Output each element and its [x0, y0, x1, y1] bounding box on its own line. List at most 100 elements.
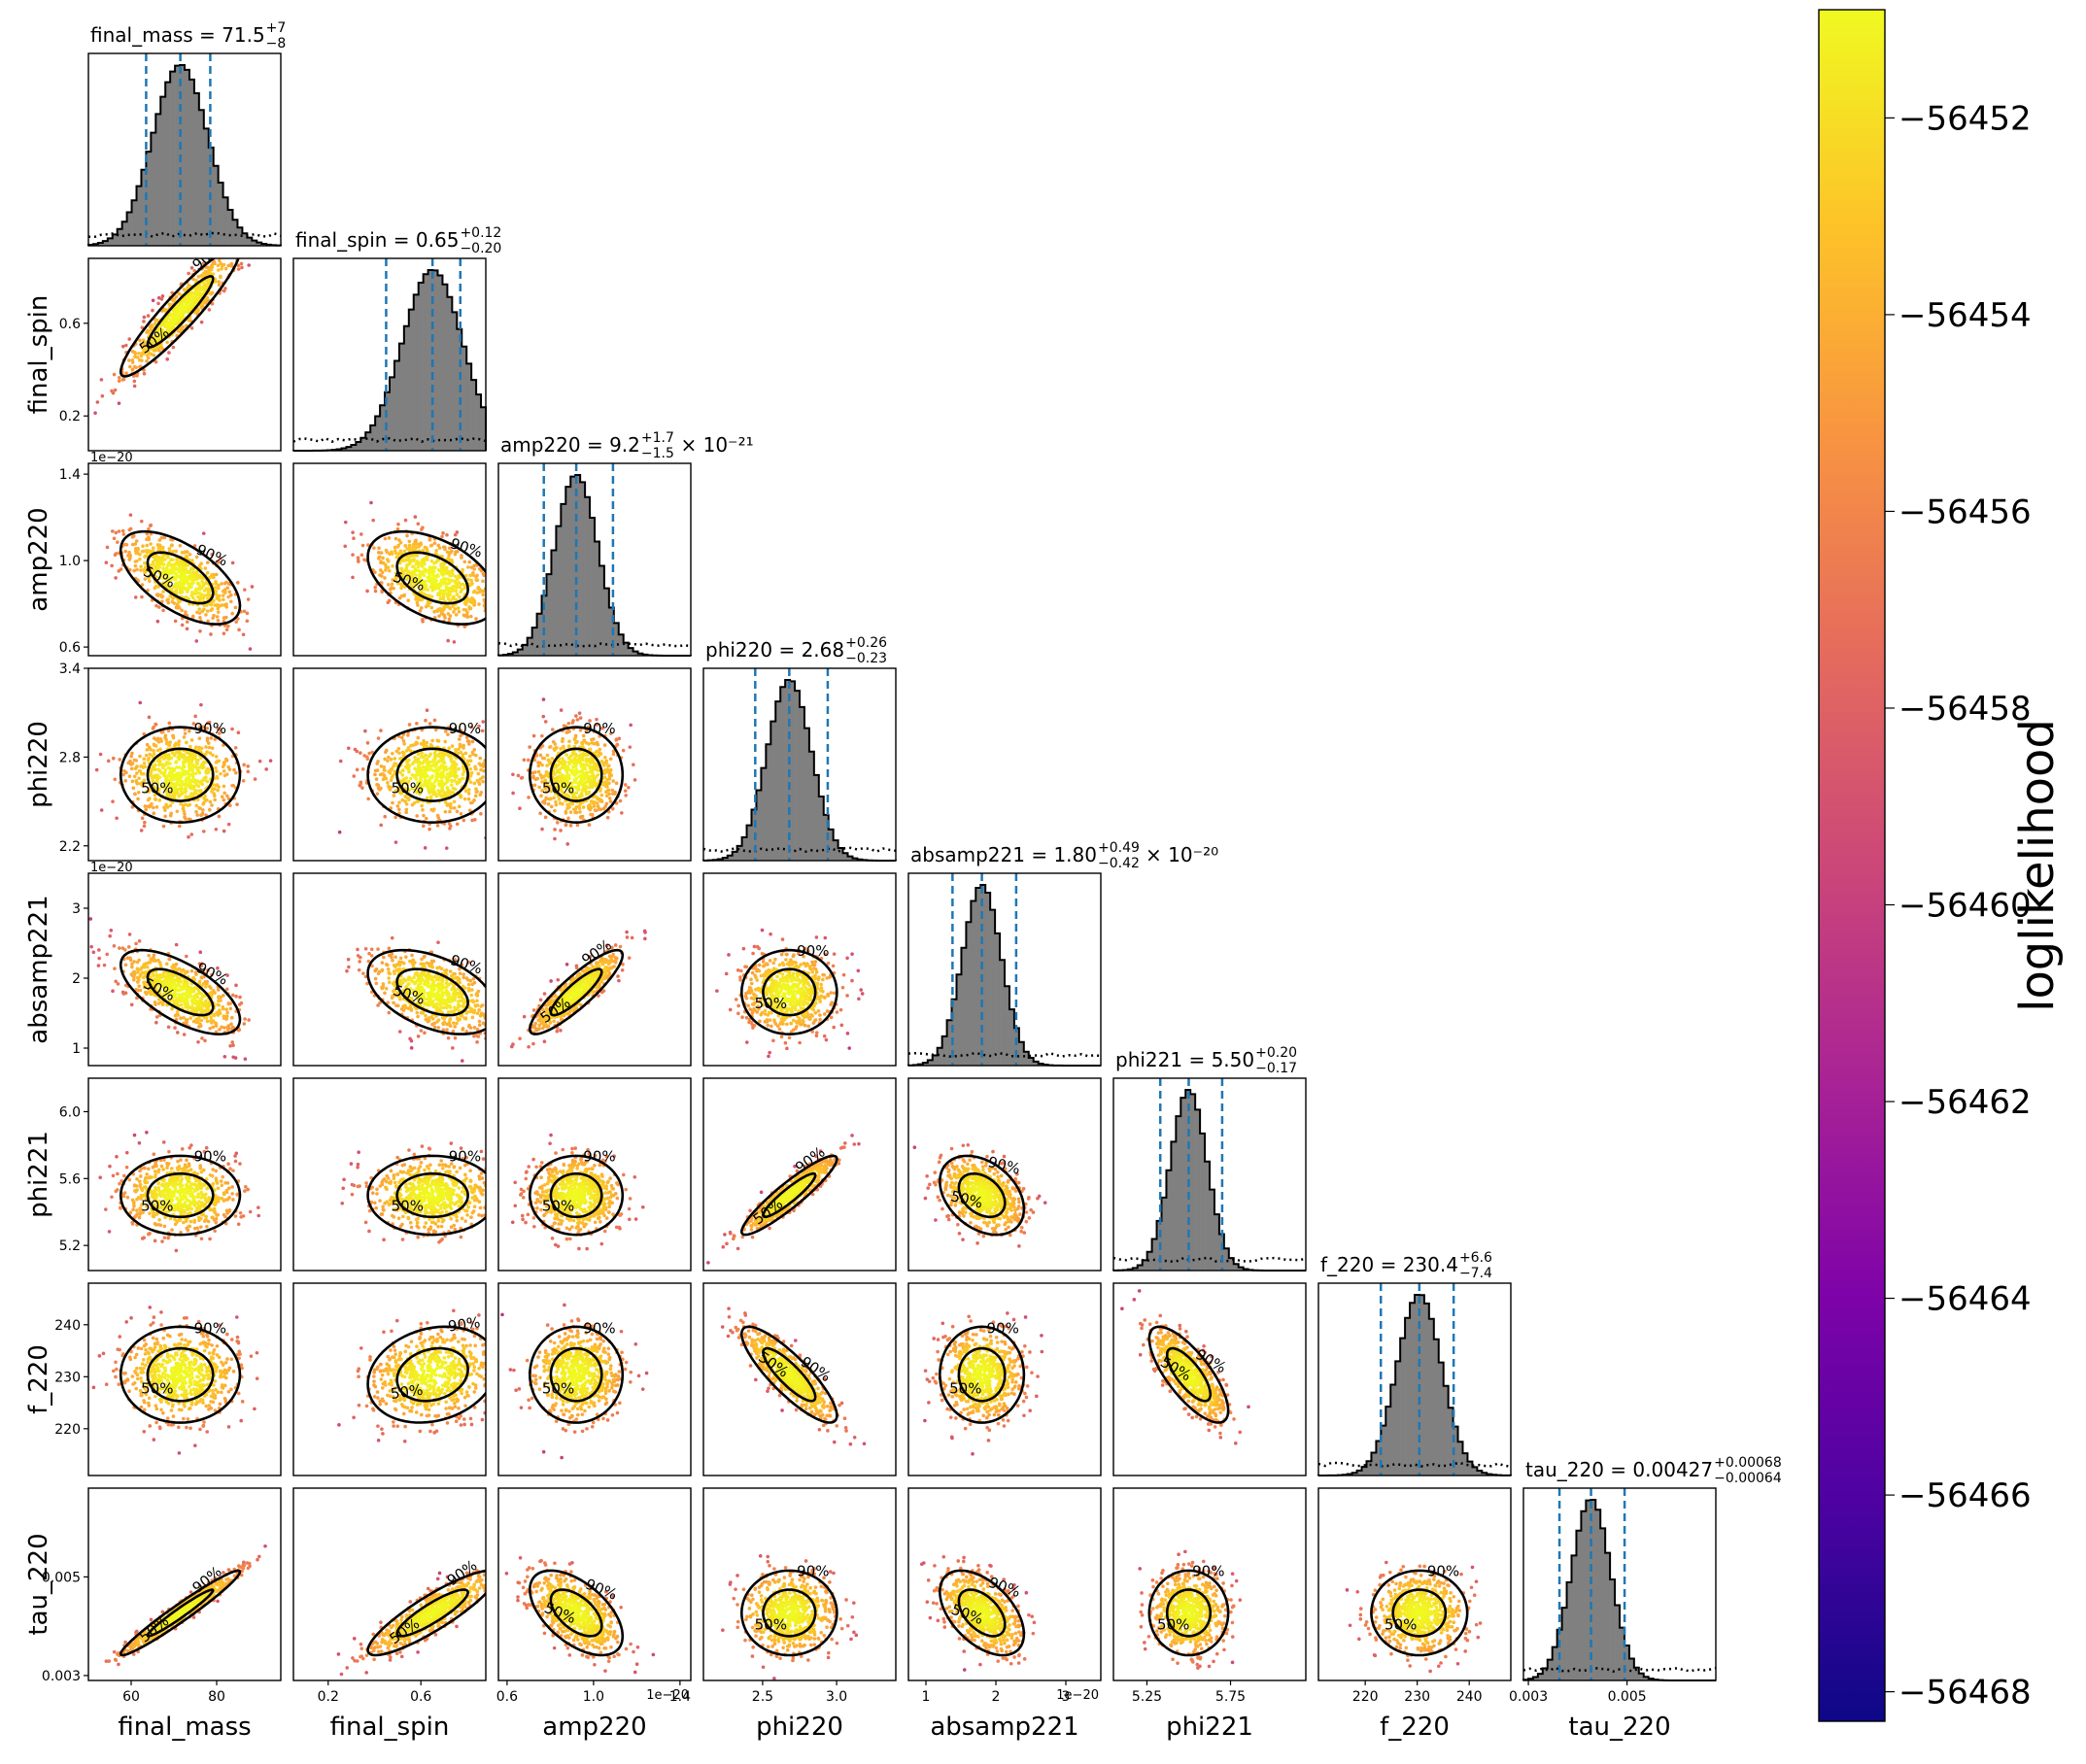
sample-point	[208, 308, 212, 312]
sample-point	[605, 794, 609, 797]
sample-point	[558, 797, 562, 801]
sample-point	[518, 806, 522, 810]
sample-point	[365, 590, 369, 594]
sample-point	[124, 344, 128, 348]
sample-point	[226, 765, 230, 769]
sample-point	[222, 785, 226, 789]
sample-point	[165, 357, 169, 361]
sample-point	[246, 764, 250, 768]
sample-point	[551, 757, 555, 761]
sample-point	[154, 1001, 157, 1004]
sample-point	[154, 744, 158, 748]
sample-point	[392, 587, 395, 591]
sample-point	[537, 770, 541, 774]
sample-point	[472, 798, 476, 802]
sample-point	[421, 762, 425, 765]
sample-point	[154, 723, 158, 727]
sample-point	[151, 309, 154, 313]
histogram-bar	[580, 482, 585, 656]
sample-point	[139, 568, 143, 572]
sample-point	[133, 385, 137, 389]
sample-point	[213, 603, 217, 607]
sample-point	[453, 806, 457, 810]
sample-point	[487, 631, 491, 635]
sample-point	[386, 781, 390, 785]
sample-point	[355, 750, 359, 754]
sample-point	[393, 757, 396, 761]
sample-point	[357, 556, 360, 560]
sample-point	[544, 720, 548, 724]
sample-point	[431, 577, 435, 581]
scatter-points: 50%90%	[343, 501, 521, 644]
sample-point	[379, 729, 383, 732]
sample-point	[611, 789, 615, 793]
sample-point	[234, 620, 238, 624]
sample-point	[258, 236, 262, 240]
sample-point	[387, 565, 391, 569]
sample-point	[603, 743, 607, 747]
sample-point	[561, 739, 564, 743]
sample-point	[193, 789, 197, 793]
sample-point	[162, 825, 166, 829]
sample-point	[375, 762, 379, 765]
sample-point	[553, 772, 557, 776]
sample-point	[380, 551, 384, 555]
sample-point	[208, 1027, 212, 1031]
panel-title-phi220: phi220 = 2.68+0.26−0.23	[705, 635, 887, 666]
histogram-bar	[780, 687, 785, 861]
sample-point	[590, 741, 594, 745]
sample-point	[557, 763, 561, 767]
sample-point	[574, 714, 578, 718]
sample-point	[191, 615, 195, 619]
sample-point	[96, 400, 100, 404]
sample-point	[136, 356, 140, 359]
sample-point	[216, 789, 220, 793]
sample-point	[234, 248, 238, 252]
sample-point	[229, 600, 233, 604]
histogram-bar	[155, 114, 160, 246]
sample-point	[165, 962, 169, 966]
sample-point	[624, 794, 628, 797]
sample-point	[176, 809, 180, 813]
panel-title-text: phi220 = 2.68	[705, 638, 844, 662]
histogram-bar	[442, 285, 447, 451]
sample-point	[207, 741, 211, 745]
sample-point	[424, 846, 427, 850]
sample-point	[133, 775, 137, 779]
sample-point	[172, 346, 176, 350]
panel-title-final_spin: final_spin = 0.65+0.12−0.20	[295, 225, 501, 256]
sample-point	[136, 970, 140, 974]
sample-point	[488, 764, 492, 768]
sample-point	[359, 532, 363, 536]
sample-point	[553, 837, 557, 841]
sample-point	[536, 764, 540, 768]
sample-point	[144, 808, 148, 812]
sample-point	[560, 708, 564, 712]
sample-point	[222, 792, 226, 796]
sample-point	[589, 813, 593, 817]
sample-point	[188, 729, 191, 733]
sample-point	[223, 1055, 227, 1059]
sample-point	[128, 774, 132, 778]
sample-point	[166, 597, 170, 601]
sample-point	[406, 598, 410, 602]
sample-point	[242, 763, 246, 767]
sample-point	[381, 570, 385, 574]
sample-point	[188, 745, 192, 749]
sample-point	[167, 1026, 171, 1030]
histogram-bar	[185, 70, 189, 246]
sample-point	[479, 768, 483, 772]
sample-point	[183, 735, 187, 739]
histogram-bar	[565, 487, 570, 656]
sample-point	[633, 778, 637, 782]
sample-point	[158, 759, 162, 763]
sample-point	[121, 773, 125, 777]
sample-point	[185, 955, 188, 959]
sample-point	[135, 782, 139, 786]
sample-point	[222, 253, 225, 256]
sample-point	[416, 601, 420, 605]
sample-point	[219, 275, 222, 279]
sample-point	[209, 986, 213, 990]
sample-point	[374, 590, 378, 594]
sample-point	[448, 618, 452, 622]
